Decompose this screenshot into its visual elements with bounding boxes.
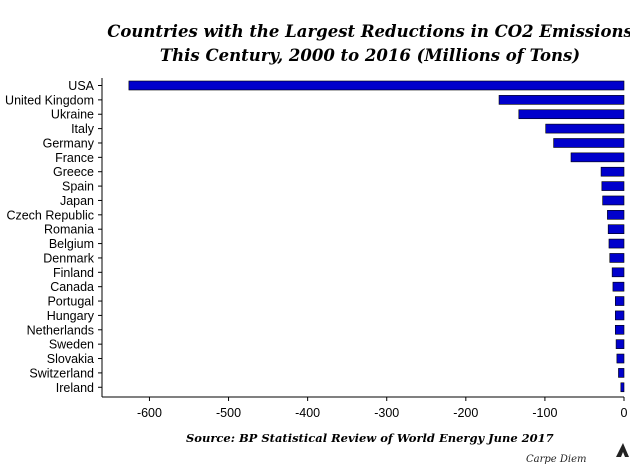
bar-netherlands	[614, 324, 625, 335]
bar-ireland	[620, 382, 625, 393]
bar-spain	[601, 181, 625, 191]
bar-usa	[128, 80, 625, 91]
x-tick-label: -300	[374, 406, 399, 420]
bar-denmark	[609, 253, 625, 263]
y-tick-label: Sweden	[49, 338, 94, 352]
x-tick-label: -500	[216, 406, 241, 420]
y-tick-label: Romania	[44, 223, 94, 237]
logo-icon	[616, 443, 629, 457]
bar-ukraine	[518, 109, 625, 120]
y-tick-label: Hungary	[47, 309, 95, 323]
bar-france	[570, 152, 625, 163]
bar-canada	[612, 281, 625, 292]
bar-greece	[600, 166, 625, 177]
bar-japan	[602, 195, 625, 206]
y-tick-label: Netherlands	[27, 323, 94, 337]
y-tick-label: Denmark	[43, 251, 94, 265]
y-tick-label: Czech Republic	[6, 208, 94, 222]
x-tick-label: -600	[137, 406, 162, 420]
y-tick-label: Spain	[62, 180, 94, 194]
bar-czech-republic	[607, 210, 625, 220]
y-tick-label: Slovakia	[47, 352, 94, 366]
bar-belgium	[608, 238, 625, 249]
source-note: Source: BP Statistical Review of World E…	[186, 431, 554, 445]
bar-germany	[553, 138, 625, 148]
y-tick-label: Portugal	[47, 295, 94, 309]
chart-title-line-2: This Century, 2000 to 2016 (Millions of …	[159, 46, 581, 65]
bar-hungary	[614, 310, 625, 321]
y-tick-label: Switzerland	[29, 366, 94, 380]
chart-title-line-1: Countries with the Largest Reductions in…	[107, 22, 630, 41]
bar-slovakia	[616, 353, 625, 364]
y-tick-label: France	[55, 151, 94, 165]
x-tick-label: -400	[295, 406, 320, 420]
bar-romania	[607, 224, 625, 234]
y-tick-label: Italy	[71, 122, 95, 136]
y-tick-label: USA	[68, 79, 94, 93]
y-tick-label: Ukraine	[51, 108, 94, 122]
y-tick-label: Belgium	[49, 237, 94, 251]
watermark-text: Carpe Diem	[526, 454, 587, 465]
y-tick-label: Germany	[43, 136, 95, 150]
y-tick-label: Ireland	[56, 381, 94, 395]
bar-sweden	[615, 339, 625, 349]
x-tick-label: -100	[532, 406, 557, 420]
y-tick-label: Japan	[60, 194, 94, 208]
bar-united-kingdom	[498, 95, 625, 105]
bar-finland	[611, 267, 625, 278]
bar-switzerland	[618, 368, 625, 378]
bar-portugal	[614, 296, 625, 306]
y-tick-label: Finland	[53, 266, 94, 280]
bar-italy	[545, 123, 625, 134]
y-tick-label: Greece	[53, 165, 94, 179]
x-tick-label: -200	[453, 406, 478, 420]
y-tick-label: Canada	[50, 280, 94, 294]
x-tick-label: 0	[621, 406, 628, 420]
y-tick-label: United Kingdom	[5, 93, 94, 107]
